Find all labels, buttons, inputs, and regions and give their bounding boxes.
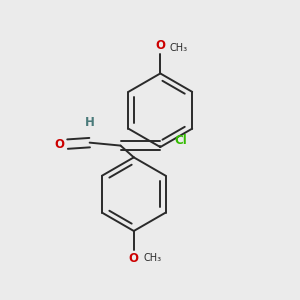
Text: Cl: Cl xyxy=(174,134,187,147)
Text: H: H xyxy=(85,116,95,129)
Text: O: O xyxy=(54,138,64,151)
Text: O: O xyxy=(129,253,139,266)
Text: O: O xyxy=(155,39,165,52)
Text: CH₃: CH₃ xyxy=(170,43,188,53)
Text: CH₃: CH₃ xyxy=(143,254,161,263)
